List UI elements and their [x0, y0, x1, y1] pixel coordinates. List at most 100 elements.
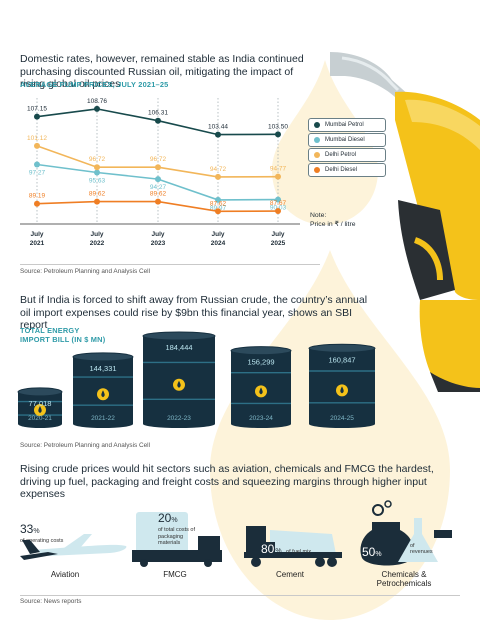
sector-fmcg-stat: 20% of total costs of packaging material… [158, 509, 204, 547]
drop-glyph [38, 405, 42, 413]
pct-sign: % [375, 551, 382, 558]
tick-label: 2025 [271, 240, 286, 247]
legend-item-mumbai-diesel: Mumbai Diesel [308, 133, 386, 147]
flask-icon [360, 500, 452, 566]
legend-label: Mumbai Petrol [325, 122, 364, 128]
legend-item-delhi-petrol: Delhi Petrol [308, 148, 386, 162]
data-point [215, 208, 221, 215]
category-label: 2024-25 [330, 415, 354, 422]
data-label: 106.31 [148, 110, 168, 117]
data-point [215, 196, 221, 203]
tick-label: 2021 [30, 240, 45, 247]
note-text: Price in ₹ / litre [310, 221, 356, 228]
data-label: 96.72 [150, 156, 167, 163]
data-label: 77,018 [29, 399, 52, 408]
legend-label: Delhi Petrol [325, 152, 357, 158]
legend-swatch [314, 122, 320, 128]
tick-label: July [151, 231, 164, 238]
legend-swatch [314, 167, 320, 173]
data-label: 97.27 [29, 170, 46, 177]
data-point [34, 113, 40, 120]
sector-label-cement: Cement [275, 570, 304, 579]
sector-aviation: 33% of operating costs [20, 520, 63, 544]
data-point [34, 161, 40, 168]
pct-sign: % [171, 517, 178, 524]
legend-swatch [314, 137, 320, 143]
data-point [275, 173, 281, 180]
data-label: 107.15 [27, 106, 47, 113]
tick-label: 2022 [90, 240, 105, 247]
tick-label: 2024 [211, 240, 226, 247]
tick-label: July [271, 231, 284, 238]
fuel-nozzle-illustration [330, 52, 480, 392]
sector-pct-aviation: 33% [20, 520, 63, 538]
barrel-bar [230, 346, 292, 428]
cement-mixer-icon [244, 526, 342, 567]
data-point [155, 176, 161, 183]
data-label: 103.50 [268, 123, 288, 130]
data-label: 160,847 [328, 355, 355, 364]
data-point [94, 169, 100, 176]
data-label: 94.72 [210, 166, 227, 173]
data-point [275, 196, 281, 203]
source-pump-prices: Source: Petroleum Planning and Analysis … [20, 268, 151, 275]
data-label: 184,444 [165, 343, 192, 352]
category-label: 2023-24 [249, 415, 273, 422]
data-point [94, 105, 100, 112]
pct-value: 80 [260, 542, 276, 556]
legend-label: Delhi Diesel [325, 167, 358, 173]
data-point [155, 164, 161, 171]
data-label: 94.77 [270, 166, 287, 173]
barrel-bar [17, 387, 63, 428]
barrel-bar [308, 343, 376, 428]
sector-desc-aviation: of operating costs [20, 538, 64, 544]
data-label: 144,331 [89, 364, 116, 373]
drop-glyph [177, 380, 181, 388]
data-label: 89.62 [150, 191, 167, 198]
data-point [94, 164, 100, 171]
chart-note: Note: Price in ₹ / litre [310, 211, 356, 229]
tick-label: July [30, 231, 43, 238]
data-label: 89.19 [29, 193, 46, 200]
source-sectors: Source: News reports [20, 598, 82, 605]
pump-price-line-chart: 107.15 108.76 106.31 103.44 103.50 97.27 95.63… [20, 98, 300, 247]
pct-value: 20 [158, 511, 172, 525]
data-point [34, 142, 40, 149]
category-label: 2020-21 [28, 415, 52, 422]
data-label: 103.44 [208, 124, 228, 131]
source-import-bill: Source: Petroleum Planning and Analysis … [20, 442, 151, 449]
data-label: 101.12 [27, 135, 47, 142]
sector-desc-cement: of fuel mix [286, 549, 312, 555]
data-label: 96.72 [89, 156, 106, 163]
legend-item-mumbai-petrol: Mumbai Petrol [308, 118, 386, 132]
tick-label: July [211, 231, 224, 238]
data-point [275, 131, 281, 138]
data-label: 108.76 [87, 98, 107, 105]
headline-sectors: Rising crude prices would hit sectors su… [20, 463, 434, 500]
data-point [94, 198, 100, 205]
packaging-icon [132, 512, 222, 567]
data-point [275, 208, 281, 215]
drop-glyph [340, 386, 344, 394]
category-label: 2022-23 [167, 415, 191, 422]
barrel-bar [72, 352, 134, 428]
divider [20, 595, 460, 596]
legend-label: Mumbai Diesel [325, 137, 365, 143]
category-label: 2021-22 [91, 415, 115, 422]
chart-kicker-pump-prices: AVERAGE PUMP PRICES, JULY 2021–25 [20, 80, 169, 89]
data-label: 87.62 [210, 200, 227, 207]
data-label: 156,299 [247, 358, 274, 367]
data-label: 95.63 [89, 177, 106, 184]
pct-sign: % [33, 528, 40, 535]
legend-item-delhi-diesel: Delhi Diesel [308, 163, 386, 177]
pct-value: 50 [362, 545, 376, 559]
barrel-bar [142, 331, 216, 428]
data-point [34, 200, 40, 207]
sector-desc-chemicals: of revenues [410, 543, 433, 555]
chart-kicker-import-bill: TOTAL ENERGY IMPORT BILL (IN $ MN) [20, 326, 106, 344]
pct-value: 33 [20, 522, 34, 536]
legend-swatch [314, 152, 320, 158]
drop-glyph [259, 387, 263, 395]
sector-desc-fmcg: of total costs of packaging materials [158, 527, 195, 546]
tick-label: 2023 [151, 240, 166, 247]
